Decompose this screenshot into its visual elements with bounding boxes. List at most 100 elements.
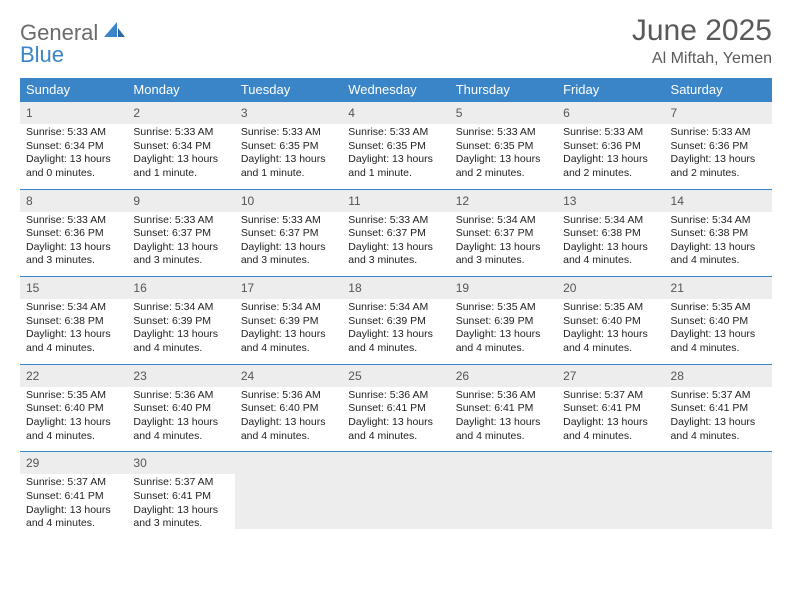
day-data: Sunrise: 5:36 AMSunset: 6:41 PMDaylight:… bbox=[342, 387, 449, 452]
sunset-line: Sunset: 6:41 PM bbox=[133, 490, 228, 504]
day-number-row: 10 bbox=[235, 190, 342, 212]
day-number: 11 bbox=[348, 194, 360, 208]
sunrise-line: Sunrise: 5:33 AM bbox=[456, 126, 551, 140]
daylight-line: Daylight: 13 hours and 0 minutes. bbox=[26, 153, 121, 180]
day-cell-content: 29Sunrise: 5:37 AMSunset: 6:41 PMDayligh… bbox=[20, 451, 127, 539]
day-number-row: 6 bbox=[557, 102, 664, 124]
day-number-row: 27 bbox=[557, 365, 664, 387]
calendar-day-cell: 22Sunrise: 5:35 AMSunset: 6:40 PMDayligh… bbox=[20, 364, 127, 452]
daylight-line: Daylight: 13 hours and 4 minutes. bbox=[671, 241, 766, 268]
day-data: Sunrise: 5:33 AMSunset: 6:37 PMDaylight:… bbox=[235, 212, 342, 277]
day-number: 16 bbox=[133, 281, 146, 295]
day-data: Sunrise: 5:34 AMSunset: 6:38 PMDaylight:… bbox=[557, 212, 664, 277]
calendar-day-cell: 1Sunrise: 5:33 AMSunset: 6:34 PMDaylight… bbox=[20, 101, 127, 189]
sunrise-line: Sunrise: 5:33 AM bbox=[133, 126, 228, 140]
sunrise-line: Sunrise: 5:33 AM bbox=[671, 126, 766, 140]
sunset-line: Sunset: 6:37 PM bbox=[456, 227, 551, 241]
calendar-day-cell: 15Sunrise: 5:34 AMSunset: 6:38 PMDayligh… bbox=[20, 276, 127, 364]
day-data: Sunrise: 5:33 AMSunset: 6:37 PMDaylight:… bbox=[342, 212, 449, 277]
daylight-line: Daylight: 13 hours and 4 minutes. bbox=[563, 416, 658, 443]
weekday-header: Monday bbox=[127, 78, 234, 101]
day-data: Sunrise: 5:35 AMSunset: 6:40 PMDaylight:… bbox=[665, 299, 772, 364]
day-cell-content: 22Sunrise: 5:35 AMSunset: 6:40 PMDayligh… bbox=[20, 364, 127, 452]
sunrise-line: Sunrise: 5:37 AM bbox=[133, 476, 228, 490]
sunset-line: Sunset: 6:38 PM bbox=[563, 227, 658, 241]
day-cell-content: 26Sunrise: 5:36 AMSunset: 6:41 PMDayligh… bbox=[450, 364, 557, 452]
day-number: 10 bbox=[241, 194, 254, 208]
location-label: Al Miftah, Yemen bbox=[632, 50, 772, 68]
daylight-line: Daylight: 13 hours and 3 minutes. bbox=[26, 241, 121, 268]
sunset-line: Sunset: 6:41 PM bbox=[348, 402, 443, 416]
day-cell-content: 2Sunrise: 5:33 AMSunset: 6:34 PMDaylight… bbox=[127, 101, 234, 189]
sunrise-line: Sunrise: 5:36 AM bbox=[456, 389, 551, 403]
calendar-day-cell: 26Sunrise: 5:36 AMSunset: 6:41 PMDayligh… bbox=[450, 364, 557, 452]
day-cell-content: 24Sunrise: 5:36 AMSunset: 6:40 PMDayligh… bbox=[235, 364, 342, 452]
day-number: 15 bbox=[26, 281, 39, 295]
sunrise-line: Sunrise: 5:33 AM bbox=[563, 126, 658, 140]
day-cell-content: 11 Sunrise: 5:33 AMSunset: 6:37 PMDayligh… bbox=[342, 189, 449, 277]
sunrise-line: Sunrise: 5:36 AM bbox=[133, 389, 228, 403]
day-number-row: 28 bbox=[665, 365, 772, 387]
calendar-week-row: 15Sunrise: 5:34 AMSunset: 6:38 PMDayligh… bbox=[20, 276, 772, 364]
day-cell-content: 13Sunrise: 5:34 AMSunset: 6:38 PMDayligh… bbox=[557, 189, 664, 277]
calendar-week-row: 29Sunrise: 5:37 AMSunset: 6:41 PMDayligh… bbox=[20, 451, 772, 539]
sunrise-line: Sunrise: 5:34 AM bbox=[456, 214, 551, 228]
day-cell-content: 21Sunrise: 5:35 AMSunset: 6:40 PMDayligh… bbox=[665, 276, 772, 364]
calendar-day-cell bbox=[235, 451, 342, 539]
calendar-day-cell: 6 Sunrise: 5:33 AMSunset: 6:36 PMDaylight… bbox=[557, 101, 664, 189]
day-cell-content: 6 Sunrise: 5:33 AMSunset: 6:36 PMDaylight… bbox=[557, 101, 664, 189]
day-data: Sunrise: 5:37 AMSunset: 6:41 PMDaylight:… bbox=[127, 474, 234, 539]
day-data: Sunrise: 5:36 AMSunset: 6:40 PMDaylight:… bbox=[127, 387, 234, 452]
sunrise-line: Sunrise: 5:33 AM bbox=[348, 126, 443, 140]
sunset-line: Sunset: 6:36 PM bbox=[671, 140, 766, 154]
day-data: Sunrise: 5:34 AMSunset: 6:39 PMDaylight:… bbox=[235, 299, 342, 364]
empty-day bbox=[342, 451, 449, 529]
weekday-header: Thursday bbox=[450, 78, 557, 101]
calendar-day-cell: 20Sunrise: 5:35 AMSunset: 6:40 PMDayligh… bbox=[557, 276, 664, 364]
day-number-row: 23 bbox=[127, 365, 234, 387]
title-area: June 2025 Al Miftah, Yemen bbox=[632, 14, 772, 68]
sunset-line: Sunset: 6:38 PM bbox=[671, 227, 766, 241]
calendar-day-cell: 21Sunrise: 5:35 AMSunset: 6:40 PMDayligh… bbox=[665, 276, 772, 364]
day-data: Sunrise: 5:34 AMSunset: 6:39 PMDaylight:… bbox=[127, 299, 234, 364]
day-number-row: 9 bbox=[127, 190, 234, 212]
sunset-line: Sunset: 6:39 PM bbox=[133, 315, 228, 329]
day-cell-content: 15Sunrise: 5:34 AMSunset: 6:38 PMDayligh… bbox=[20, 276, 127, 364]
calendar-day-cell: 29Sunrise: 5:37 AMSunset: 6:41 PMDayligh… bbox=[20, 451, 127, 539]
daylight-line: Daylight: 13 hours and 1 minute. bbox=[133, 153, 228, 180]
day-cell-content: 23Sunrise: 5:36 AMSunset: 6:40 PMDayligh… bbox=[127, 364, 234, 452]
empty-day bbox=[665, 451, 772, 529]
daylight-line: Daylight: 13 hours and 3 minutes. bbox=[133, 504, 228, 531]
calendar-day-cell: 12Sunrise: 5:34 AMSunset: 6:37 PMDayligh… bbox=[450, 189, 557, 277]
weekday-header: Tuesday bbox=[235, 78, 342, 101]
daylight-line: Daylight: 13 hours and 4 minutes. bbox=[563, 241, 658, 268]
day-data: Sunrise: 5:36 AMSunset: 6:41 PMDaylight:… bbox=[450, 387, 557, 452]
daylight-line: Daylight: 13 hours and 4 minutes. bbox=[671, 416, 766, 443]
daylight-line: Daylight: 13 hours and 4 minutes. bbox=[348, 328, 443, 355]
day-number-row: 24 bbox=[235, 365, 342, 387]
day-number: 14 bbox=[671, 194, 684, 208]
day-data: Sunrise: 5:34 AMSunset: 6:38 PMDaylight:… bbox=[665, 212, 772, 277]
day-number-row: 2 bbox=[127, 102, 234, 124]
day-number-row: 4 bbox=[342, 102, 449, 124]
day-data: Sunrise: 5:34 AMSunset: 6:37 PMDaylight:… bbox=[450, 212, 557, 277]
daylight-line: Daylight: 13 hours and 4 minutes. bbox=[456, 328, 551, 355]
calendar-day-cell: 10 Sunrise: 5:33 AMSunset: 6:37 PMDayligh… bbox=[235, 189, 342, 277]
day-number: 17 bbox=[241, 281, 254, 295]
weekday-header: Friday bbox=[557, 78, 664, 101]
sunset-line: Sunset: 6:40 PM bbox=[241, 402, 336, 416]
sunrise-line: Sunrise: 5:37 AM bbox=[671, 389, 766, 403]
day-data: Sunrise: 5:33 AMSunset: 6:37 PMDaylight:… bbox=[127, 212, 234, 277]
daylight-line: Daylight: 13 hours and 4 minutes. bbox=[563, 328, 658, 355]
daylight-line: Daylight: 13 hours and 2 minutes. bbox=[563, 153, 658, 180]
day-cell-content: 20Sunrise: 5:35 AMSunset: 6:40 PMDayligh… bbox=[557, 276, 664, 364]
logo-sail-icon bbox=[104, 22, 126, 45]
daylight-line: Daylight: 13 hours and 4 minutes. bbox=[26, 504, 121, 531]
day-number-row: 8 bbox=[20, 190, 127, 212]
sunset-line: Sunset: 6:41 PM bbox=[456, 402, 551, 416]
sunrise-line: Sunrise: 5:37 AM bbox=[26, 476, 121, 490]
empty-day bbox=[557, 451, 664, 529]
day-number: 1 bbox=[26, 106, 33, 120]
sunset-line: Sunset: 6:36 PM bbox=[563, 140, 658, 154]
daylight-line: Daylight: 13 hours and 4 minutes. bbox=[26, 328, 121, 355]
